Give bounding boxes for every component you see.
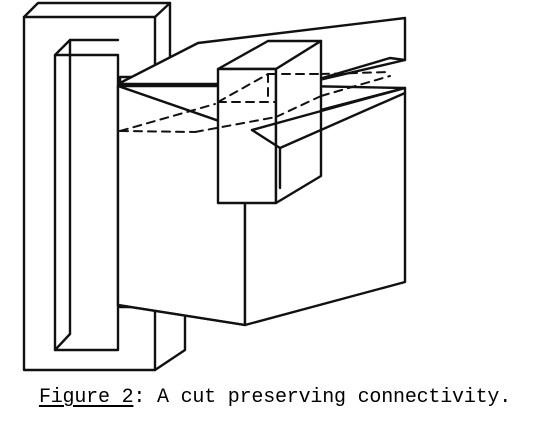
- cube-bottom-edge: [116, 303, 247, 327]
- cut-line-front: [119, 130, 196, 133]
- figure-caption-text: : A cut preserving connectivity.: [133, 386, 512, 409]
- cut-line-column-top: [217, 73, 269, 103]
- cut-line-column-mid: [275, 95, 322, 118]
- column: [216, 39, 323, 205]
- figure-caption-label: Figure 2: [38, 386, 134, 409]
- c-frame-top-corner: [153, 1, 172, 19]
- step-top-edge: [250, 86, 407, 132]
- cut-line-back-right: [320, 71, 391, 75]
- step-notch: [250, 86, 407, 190]
- c-frame-inner-edge-bottom: [53, 332, 72, 352]
- cut-plane: [119, 71, 391, 133]
- figure-caption: Figure 2: A cut preserving connectivity.: [0, 386, 550, 409]
- back-slab-edge: [300, 56, 407, 86]
- column-right-face: [274, 39, 323, 205]
- c-frame-inner-slot: [53, 53, 120, 352]
- c-frame-front-face: [22, 15, 157, 372]
- cut-line-left: [119, 103, 216, 132]
- cut-line-right: [320, 75, 391, 97]
- c-frame: [22, 1, 187, 372]
- cut-line-middle: [194, 116, 277, 133]
